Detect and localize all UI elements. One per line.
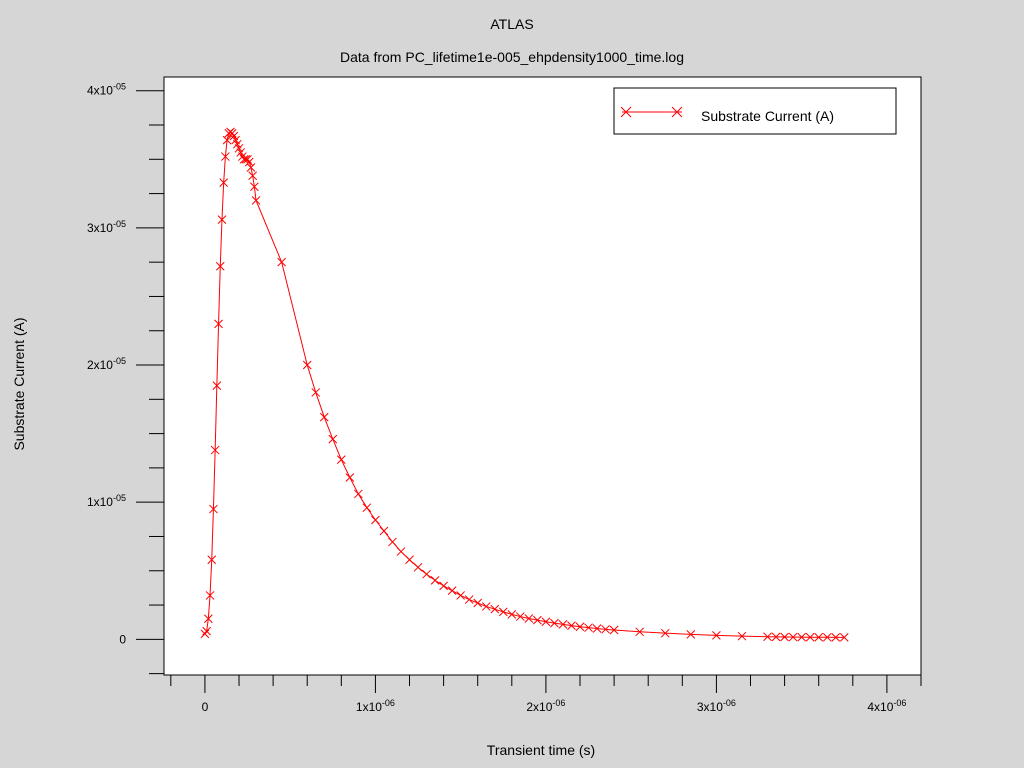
data-point-marker <box>212 381 222 390</box>
data-point-marker <box>541 617 551 627</box>
data-point-marker <box>481 602 491 611</box>
data-point-marker <box>345 473 355 482</box>
data-point-marker <box>214 319 223 329</box>
data-point-marker <box>814 632 824 642</box>
y-tick-label: 1x10-05 <box>87 493 126 509</box>
data-point-marker <box>221 152 230 161</box>
x-axis-label: Transient time (s) <box>487 742 595 758</box>
data-point-marker <box>567 621 576 630</box>
x-tick-label: 0 <box>202 700 209 714</box>
data-point-marker <box>250 182 259 192</box>
data-point-marker <box>805 632 815 642</box>
x-tick-label: 4x10-06 <box>867 698 906 714</box>
data-point-marker <box>219 178 229 187</box>
legend: Substrate Current (A) <box>613 87 897 135</box>
data-point-marker <box>635 627 645 637</box>
legend-label: Substrate Current (A) <box>701 108 834 124</box>
data-point-marker <box>217 215 227 224</box>
data-point-marker <box>712 631 721 640</box>
data-point-marker <box>328 434 338 444</box>
data-point-marker <box>203 614 213 624</box>
data-point-marker <box>839 633 849 642</box>
data-point-marker <box>780 632 789 642</box>
data-point-marker <box>515 612 525 621</box>
legend-marker <box>620 106 632 118</box>
data-point-marker <box>209 504 218 514</box>
data-point-marker <box>202 626 211 636</box>
data-point-marker <box>200 629 210 639</box>
data-point-marker <box>207 555 217 565</box>
data-point-marker <box>771 632 781 642</box>
legend-box <box>613 87 897 135</box>
data-point-marker <box>248 171 258 181</box>
data-point-marker <box>558 620 568 629</box>
data-point-marker <box>362 503 372 513</box>
data-point-marker <box>584 623 593 633</box>
data-point-marker <box>609 625 619 635</box>
data-point-marker <box>592 624 602 633</box>
data-point-marker <box>371 515 380 525</box>
data-point-marker <box>422 569 431 579</box>
plot-area <box>163 76 922 676</box>
data-point-marker <box>319 412 329 422</box>
data-point-marker <box>246 163 256 172</box>
data-point-marker <box>686 630 696 639</box>
x-tick-label: 3x10-06 <box>697 698 736 714</box>
data-point-marker <box>788 632 798 642</box>
data-point-marker <box>473 598 483 608</box>
data-point-marker <box>797 632 807 642</box>
data-point-marker <box>405 555 414 565</box>
data-point-marker <box>831 632 841 642</box>
data-point-marker <box>243 154 252 164</box>
data-point-marker <box>498 607 508 617</box>
legend-marker <box>671 106 683 118</box>
data-point-marker <box>215 261 225 271</box>
data-point-marker <box>550 618 559 628</box>
chart-title: ATLAS <box>490 16 533 32</box>
data-point-marker <box>575 622 585 632</box>
x-tick-label: 1x10-06 <box>356 698 395 714</box>
data-point-marker <box>763 632 772 642</box>
data-point-marker <box>354 489 363 499</box>
data-point-marker <box>227 128 237 138</box>
data-point-marker <box>822 632 832 642</box>
y-tick-label: 4x10-05 <box>87 82 126 98</box>
data-point-marker <box>524 614 534 623</box>
data-point-marker <box>413 562 423 572</box>
data-point-marker <box>388 537 397 547</box>
data-point-marker <box>430 576 440 585</box>
data-point-marker <box>396 547 406 556</box>
data-point-marker <box>464 595 474 604</box>
data-point-marker <box>601 624 610 634</box>
chart-subtitle: Data from PC_lifetime1e-005_ehpdensity10… <box>340 49 684 65</box>
series <box>200 127 849 642</box>
data-point-marker <box>533 615 542 625</box>
y-tick-label: 3x10-05 <box>87 219 126 235</box>
data-point-marker <box>205 591 215 600</box>
data-point-marker <box>302 360 312 370</box>
data-point-marker <box>490 604 500 614</box>
data-point-marker <box>336 455 346 465</box>
data-point-marker <box>737 631 747 641</box>
data-point-marker <box>660 628 670 638</box>
data-point-marker <box>507 610 517 619</box>
data-point-marker <box>239 154 249 164</box>
data-point-marker <box>251 196 261 205</box>
y-tick-label: 2x10-05 <box>87 356 126 372</box>
data-point-marker <box>447 586 457 596</box>
data-point-marker <box>311 388 321 397</box>
data-point-marker <box>210 445 220 455</box>
data-point-marker <box>456 591 466 600</box>
y-tick-label: 0 <box>119 632 126 646</box>
data-point-marker <box>277 257 286 267</box>
axes: 0 1x10-05 2x10-05 3x10-05 4x10-05 0 1x10-06 2x1… <box>87 82 922 714</box>
x-tick-label: 2x10-06 <box>526 698 565 714</box>
data-point-marker <box>439 581 448 591</box>
data-point-marker <box>222 135 232 145</box>
data-point-marker <box>244 157 254 167</box>
data-point-marker <box>379 526 389 536</box>
y-axis-label: Substrate Current (A) <box>11 317 27 450</box>
